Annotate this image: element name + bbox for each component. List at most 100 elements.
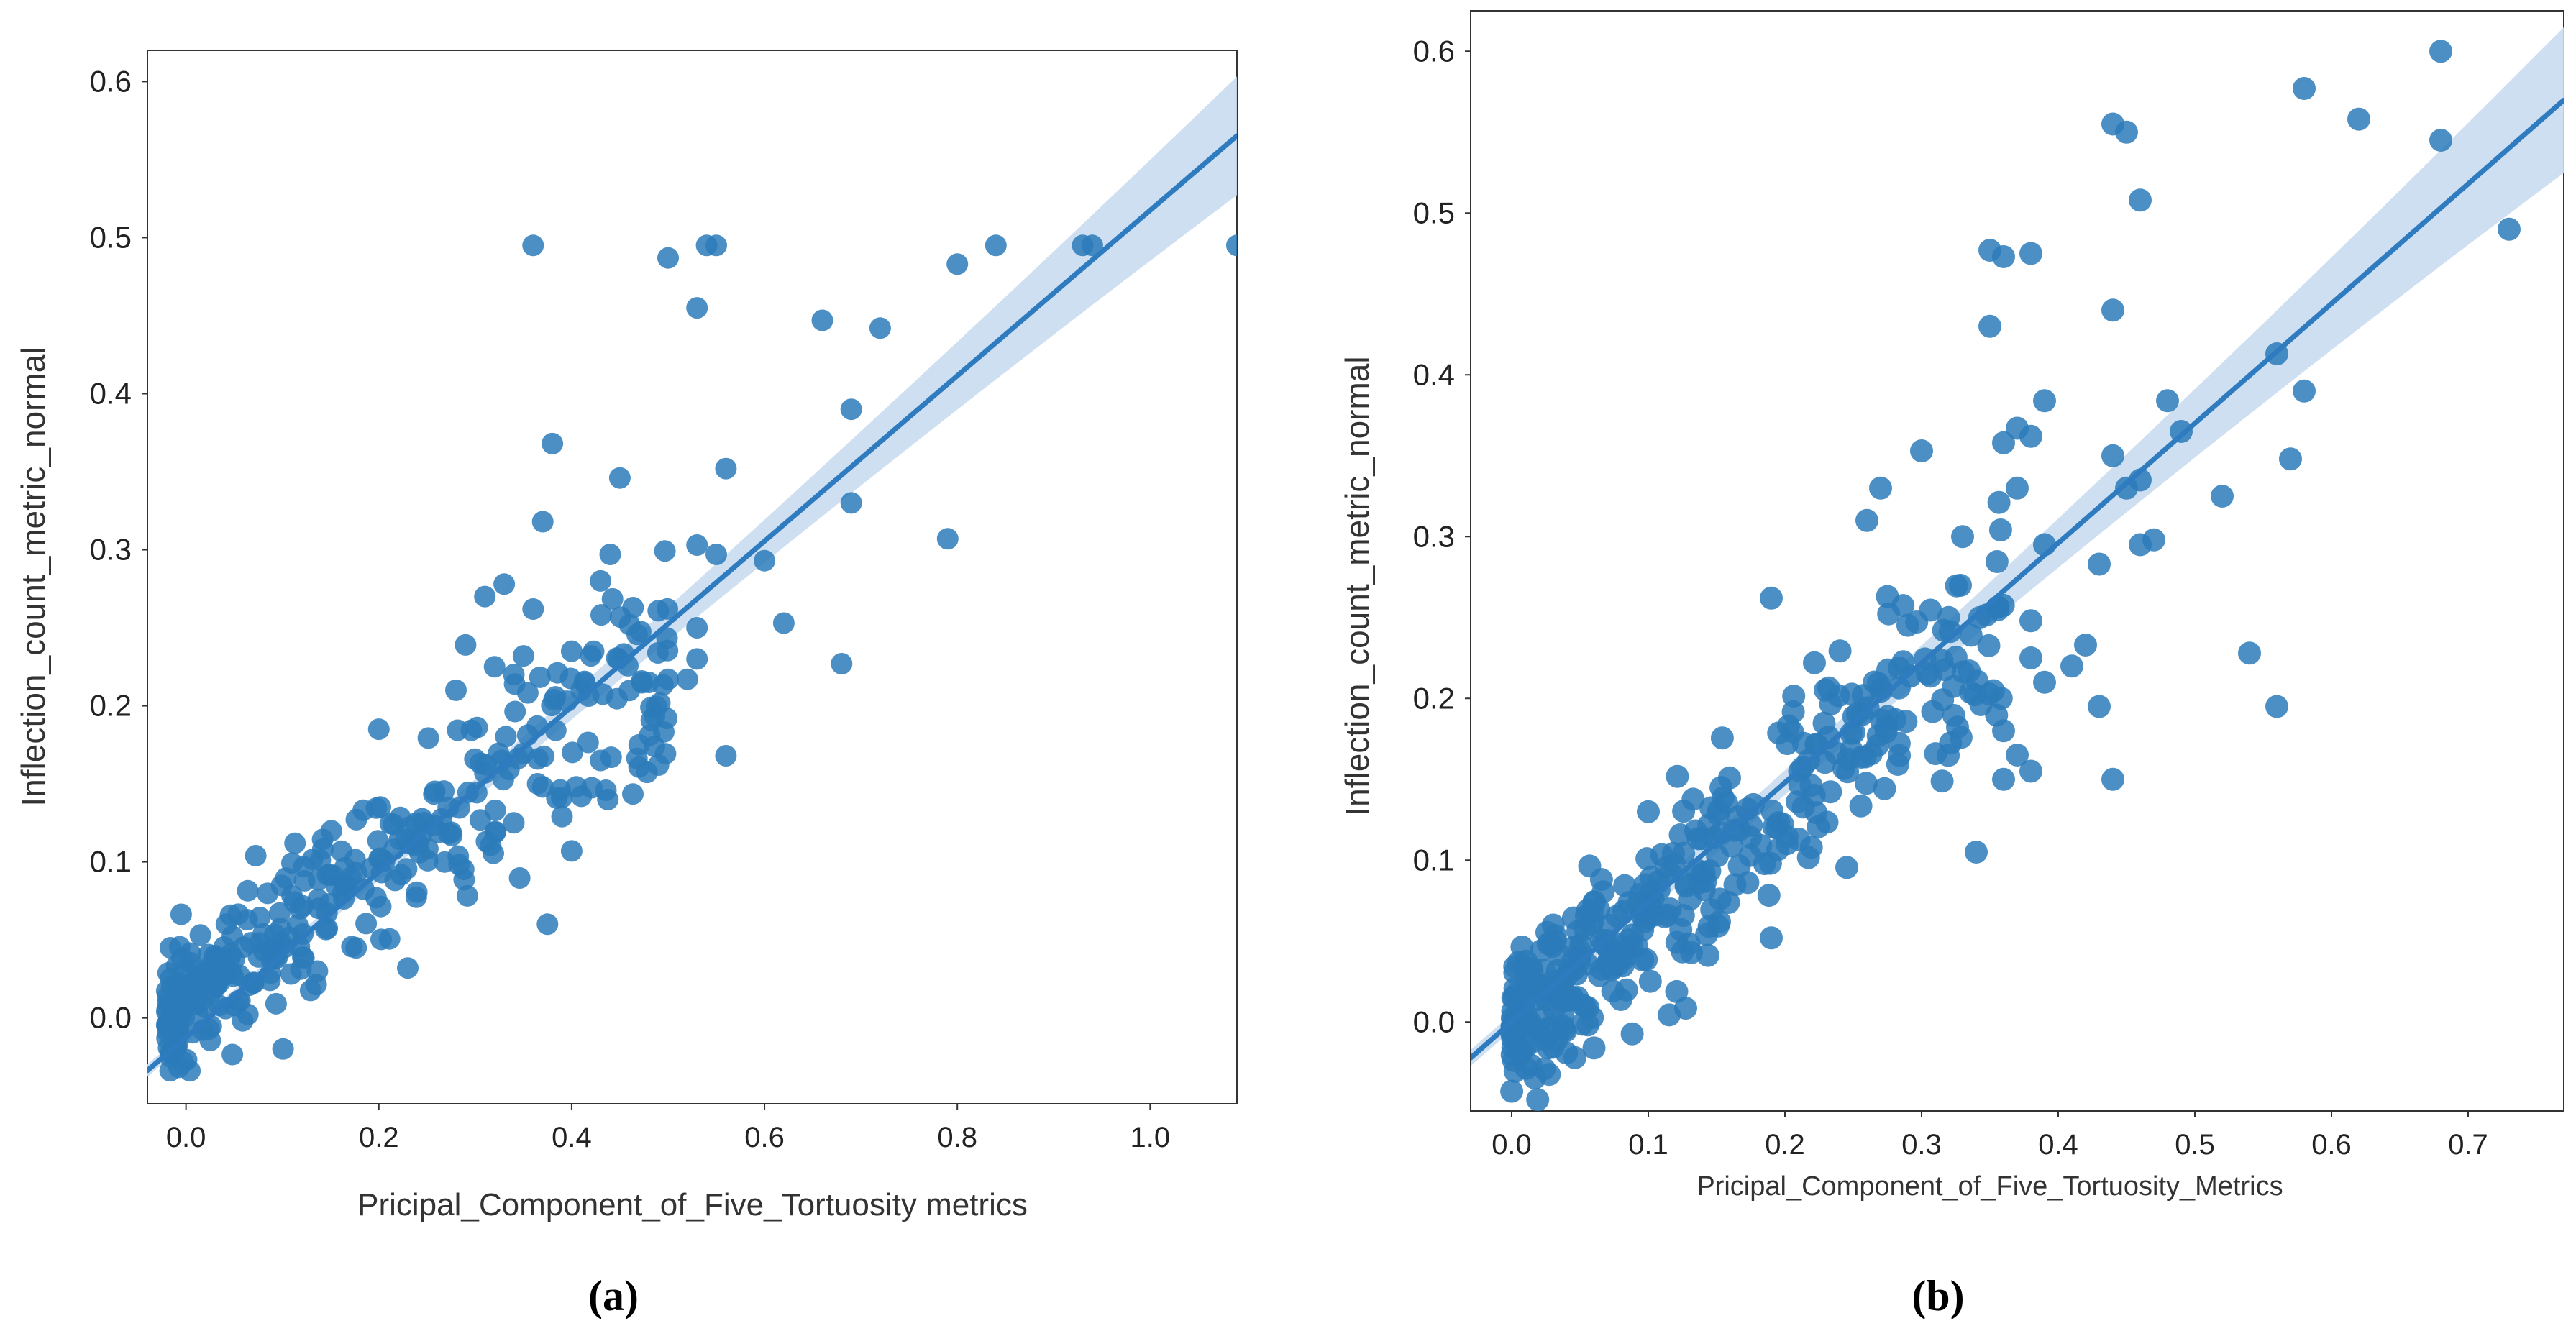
data-point (2101, 767, 2124, 791)
data-point (1541, 913, 1565, 937)
data-point (811, 309, 833, 331)
data-point (281, 852, 303, 874)
data-point (831, 653, 853, 674)
data-point (455, 634, 477, 656)
data-point (417, 727, 439, 749)
data-point (536, 913, 559, 936)
data-point (715, 457, 737, 480)
data-point (1796, 846, 1820, 869)
data-point (1718, 766, 1741, 790)
x-tick-label: 0.4 (2038, 1129, 2078, 1161)
data-point (1760, 586, 1783, 610)
data-point (437, 796, 460, 818)
data-point (2142, 528, 2165, 552)
data-point (657, 247, 679, 269)
data-point (170, 903, 192, 925)
data-point (252, 923, 275, 945)
data-point (1924, 742, 1947, 766)
data-point (1978, 314, 2001, 338)
data-point (1510, 935, 1534, 959)
data-point (512, 742, 534, 764)
marks-b (1471, 27, 2564, 1111)
data-point (1944, 645, 1968, 669)
data-point (1873, 777, 1896, 800)
data-point (171, 973, 193, 995)
data-point (445, 679, 467, 701)
data-point (640, 696, 662, 718)
data-point (341, 936, 363, 958)
data-point (1942, 674, 1965, 698)
data-point (686, 617, 708, 639)
data-point (1887, 731, 1911, 755)
data-point (1985, 550, 2009, 573)
data-point (1226, 234, 1237, 257)
data-point (1828, 639, 1852, 663)
data-point (495, 726, 517, 748)
scatter-panel-a: 0.0 0.2 0.4 0.6 0.8 1.0 0.0 0.1 0.2 0.3 0.4 0.5 0.6 (90, 50, 1238, 1153)
data-point (373, 850, 396, 872)
x-tick-label: 1.0 (1131, 1122, 1171, 1153)
data-point (715, 745, 737, 767)
data-point (840, 398, 862, 421)
data-point (2279, 447, 2302, 471)
data-point (647, 642, 669, 664)
x-tick-label: 0.3 (1901, 1129, 1942, 1161)
data-point (1692, 861, 1716, 884)
data-point (531, 511, 554, 533)
data-point (1949, 574, 1972, 597)
data-point (2156, 389, 2179, 413)
x-tick-label: 0.0 (166, 1122, 206, 1153)
data-point (367, 830, 389, 852)
data-point (1582, 1036, 1606, 1060)
data-point (1869, 680, 1893, 703)
data-point (365, 887, 387, 909)
panel-label-b: (b) (1912, 1272, 1964, 1319)
data-point (529, 666, 551, 688)
data-point (647, 754, 670, 776)
data-point (580, 645, 602, 667)
data-point (206, 950, 228, 972)
data-point (1609, 946, 1632, 969)
data-point (2019, 424, 2042, 448)
data-point (1891, 594, 1915, 618)
x-axis-label-b: Pricipal_Component_of_Five_Tortuosity_Me… (1696, 1171, 2283, 1202)
data-point (1869, 476, 1892, 500)
data-point (1992, 245, 2015, 268)
plot-frame-b (1470, 10, 2564, 1112)
data-point (1951, 525, 1974, 549)
data-point (1666, 764, 1689, 788)
data-point (686, 648, 708, 670)
data-point (1894, 710, 1918, 733)
data-point (447, 845, 470, 867)
data-point (590, 570, 612, 592)
data-point (456, 884, 478, 907)
data-point (1760, 926, 1783, 950)
data-point (577, 731, 599, 754)
data-point (2429, 40, 2452, 63)
data-point (2019, 646, 2042, 669)
data-point (601, 587, 624, 610)
data-point (608, 467, 631, 489)
y-tick-label: 0.6 (90, 64, 132, 98)
data-point (1658, 897, 1682, 921)
data-point (1681, 787, 1705, 811)
data-point (280, 963, 302, 985)
regression-line (1471, 97, 2564, 1061)
data-point (1581, 1006, 1604, 1029)
data-point (204, 976, 227, 998)
y-tick-label: 0.2 (90, 689, 132, 723)
data-point (1536, 932, 1560, 956)
data-point (654, 540, 676, 562)
data-point (1992, 719, 2015, 743)
x-tick-label: 0.4 (552, 1122, 592, 1153)
data-point (686, 297, 708, 319)
data-point (512, 645, 534, 667)
plot-frame-a (147, 50, 1238, 1104)
data-point (1537, 1016, 1561, 1040)
data-point (367, 718, 390, 741)
data-point (1799, 774, 1823, 797)
data-point (547, 662, 569, 684)
data-point (705, 544, 727, 565)
data-point (440, 821, 462, 843)
data-point (1887, 676, 1911, 700)
